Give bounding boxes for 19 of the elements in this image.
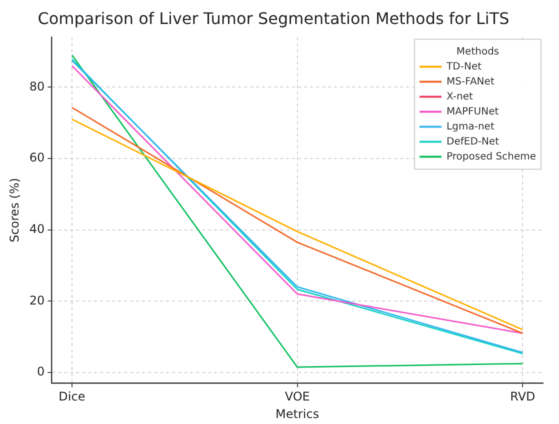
x-axis-title: Metrics (276, 406, 320, 421)
legend-label: TD-Net (446, 61, 482, 72)
x-tick-label: RVD (510, 390, 536, 404)
legend-label: MAPFUNet (446, 106, 499, 118)
x-tick-label: VOE (284, 390, 310, 404)
y-tick-label: 40 (29, 222, 45, 236)
y-tick-label: 0 (37, 364, 45, 379)
legend-label: X-net (446, 91, 474, 102)
legend-title: Methods (456, 46, 500, 58)
chart-title: Comparison of Liver Tumor Segmentation Methods for LiTS (38, 8, 510, 28)
y-tick-label: 60 (29, 150, 45, 165)
y-axis-title: Scores (%) (7, 178, 22, 242)
y-tick-label: 80 (29, 79, 45, 94)
legend-label: Lgma-net (446, 121, 494, 132)
legend-label: DefED-Net (446, 136, 500, 148)
x-tick-label: Dice (58, 390, 86, 404)
y-tick-label: 20 (29, 293, 45, 308)
legend-label: MS-FANet (446, 76, 494, 88)
legend-label: Proposed Scheme (446, 151, 536, 162)
